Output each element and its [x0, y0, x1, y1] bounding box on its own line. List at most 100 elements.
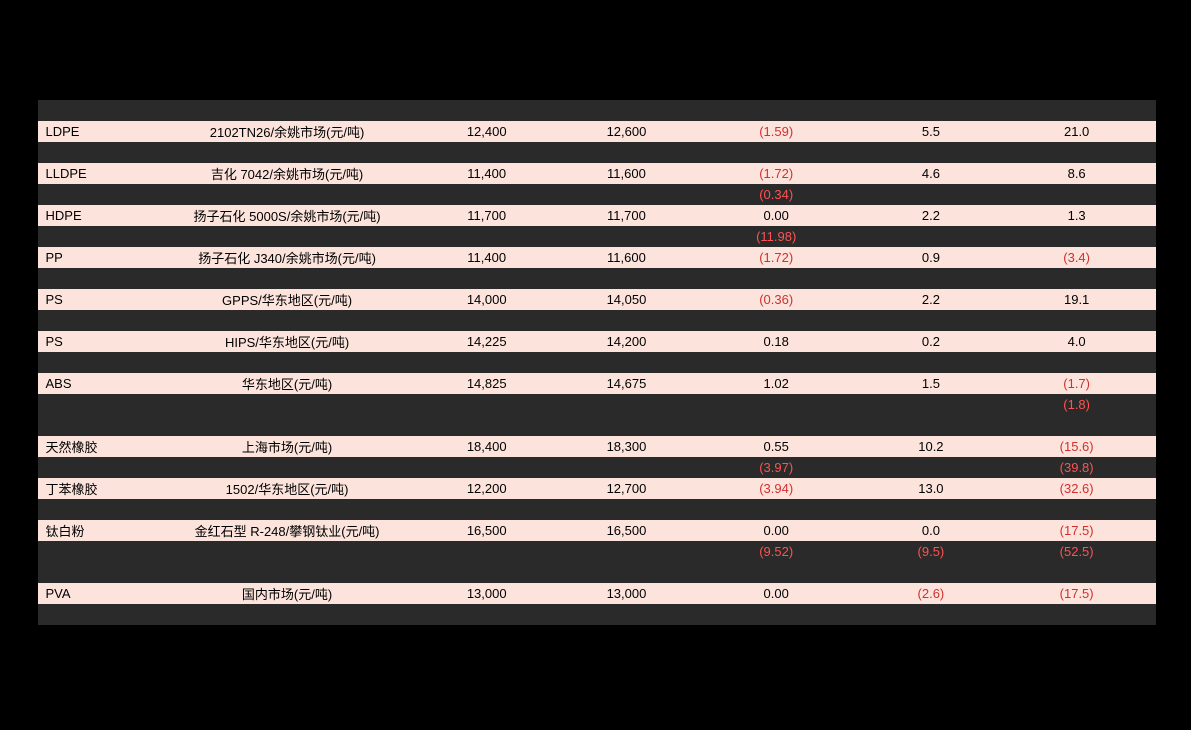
table-cell: 13,000 — [557, 586, 697, 601]
table-row: ABS华东地区(元/吨)14,82514,6751.021.5(1.7) — [38, 373, 1156, 394]
table-cell: 10.2 — [856, 439, 1006, 454]
table-cell: LDPE — [38, 124, 158, 139]
table-cell: ABS — [38, 376, 158, 391]
table-cell: (3.97) — [696, 460, 856, 475]
table-cell: 18,300 — [557, 439, 697, 454]
table-row: 天然橡胶上海市场(元/吨)18,40018,3000.5510.2(15.6) — [38, 436, 1156, 457]
table-cell: 1.02 — [696, 376, 856, 391]
table-cell: 0.55 — [696, 439, 856, 454]
table-cell: LLDPE — [38, 166, 158, 181]
table-cell: PVA — [38, 586, 158, 601]
table-row: 丁苯橡胶1502/华东地区(元/吨)12,20012,700(3.94)13.0… — [38, 478, 1156, 499]
price-table: LDPE2102TN26/余姚市场(元/吨)12,40012,600(1.59)… — [36, 100, 1156, 625]
table-row — [38, 310, 1156, 331]
table-cell: (2.6) — [856, 586, 1006, 601]
table-cell: 4.6 — [856, 166, 1006, 181]
table-cell: (3.94) — [696, 481, 856, 496]
table-cell: (1.59) — [696, 124, 856, 139]
table-row — [38, 142, 1156, 163]
table-cell: 4.0 — [1006, 334, 1156, 349]
table-row — [38, 562, 1156, 583]
table-cell: 19.1 — [1006, 292, 1156, 307]
table-cell: 2.2 — [856, 292, 1006, 307]
table-cell: PP — [38, 250, 158, 265]
table-row: (1.8) — [38, 394, 1156, 415]
table-cell: 2102TN26/余姚市场(元/吨) — [157, 122, 417, 141]
table-cell: 1.3 — [1006, 208, 1156, 223]
table-row — [38, 268, 1156, 289]
table-cell: 金红石型 R-248/攀钢钛业(元/吨) — [157, 521, 417, 540]
table-row — [38, 415, 1156, 436]
table-cell: 8.6 — [1006, 166, 1156, 181]
table-row — [38, 352, 1156, 373]
table-row — [38, 499, 1156, 520]
table-row: PSHIPS/华东地区(元/吨)14,22514,2000.180.24.0 — [38, 331, 1156, 352]
table-cell: 国内市场(元/吨) — [157, 584, 417, 603]
table-row — [38, 604, 1156, 625]
table-cell: GPPS/华东地区(元/吨) — [157, 290, 417, 309]
table-cell: 11,600 — [557, 166, 697, 181]
table-cell: 天然橡胶 — [38, 437, 158, 456]
table-cell: 华东地区(元/吨) — [157, 374, 417, 393]
table-row: HDPE扬子石化 5000S/余姚市场(元/吨)11,70011,7000.00… — [38, 205, 1156, 226]
table-cell: 14,200 — [557, 334, 697, 349]
table-cell: 21.0 — [1006, 124, 1156, 139]
table-cell: (17.5) — [1006, 586, 1156, 601]
table-cell: 18,400 — [417, 439, 557, 454]
table-row: PP扬子石化 J340/余姚市场(元/吨)11,40011,600(1.72)0… — [38, 247, 1156, 268]
table-cell: 11,400 — [417, 250, 557, 265]
table-cell: (11.98) — [696, 229, 856, 244]
table-cell: 14,225 — [417, 334, 557, 349]
table-cell: (3.4) — [1006, 250, 1156, 265]
table-cell: HDPE — [38, 208, 158, 223]
table-cell: (52.5) — [1006, 544, 1156, 559]
table-cell: 14,050 — [557, 292, 697, 307]
table-cell: 吉化 7042/余姚市场(元/吨) — [157, 164, 417, 183]
table-cell: (1.72) — [696, 166, 856, 181]
table-cell: HIPS/华东地区(元/吨) — [157, 332, 417, 351]
table-cell: 上海市场(元/吨) — [157, 437, 417, 456]
table-cell: (9.5) — [856, 544, 1006, 559]
table-cell: 0.18 — [696, 334, 856, 349]
table-cell: PS — [38, 334, 158, 349]
table-cell: 0.00 — [696, 208, 856, 223]
table-cell: 12,400 — [417, 124, 557, 139]
table-row: (11.98) — [38, 226, 1156, 247]
table-cell: 16,500 — [557, 523, 697, 538]
table-cell: (15.6) — [1006, 439, 1156, 454]
table-cell: 扬子石化 5000S/余姚市场(元/吨) — [157, 206, 417, 225]
table-cell: 1.5 — [856, 376, 1006, 391]
table-cell: (32.6) — [1006, 481, 1156, 496]
table-cell: 11,600 — [557, 250, 697, 265]
table-cell: 0.9 — [856, 250, 1006, 265]
table-cell: 0.2 — [856, 334, 1006, 349]
table-cell: 13,000 — [417, 586, 557, 601]
table-row: LDPE2102TN26/余姚市场(元/吨)12,40012,600(1.59)… — [38, 121, 1156, 142]
table-cell: 丁苯橡胶 — [38, 479, 158, 498]
table-cell: 0.0 — [856, 523, 1006, 538]
table-cell: 12,700 — [557, 481, 697, 496]
table-cell: 0.00 — [696, 586, 856, 601]
table-cell: 14,675 — [557, 376, 697, 391]
table-row: PSGPPS/华东地区(元/吨)14,00014,050(0.36)2.219.… — [38, 289, 1156, 310]
table-cell: 5.5 — [856, 124, 1006, 139]
table-row: (0.34) — [38, 184, 1156, 205]
table-cell: (1.8) — [1006, 397, 1156, 412]
table-cell: (1.72) — [696, 250, 856, 265]
table-cell: PS — [38, 292, 158, 307]
table-cell: (17.5) — [1006, 523, 1156, 538]
table-cell: 14,825 — [417, 376, 557, 391]
table-cell: 12,200 — [417, 481, 557, 496]
table-cell: 钛白粉 — [38, 521, 158, 540]
table-row: (3.97) (39.8) — [38, 457, 1156, 478]
table-row: LLDPE吉化 7042/余姚市场(元/吨)11,40011,600(1.72)… — [38, 163, 1156, 184]
table-cell: 16,500 — [417, 523, 557, 538]
table-cell: 1502/华东地区(元/吨) — [157, 479, 417, 498]
table-cell: (1.7) — [1006, 376, 1156, 391]
table-cell: 扬子石化 J340/余姚市场(元/吨) — [157, 248, 417, 267]
table-cell: 11,400 — [417, 166, 557, 181]
table-cell: 11,700 — [417, 208, 557, 223]
table-cell: 13.0 — [856, 481, 1006, 496]
table-cell: (39.8) — [1006, 460, 1156, 475]
table-cell: 14,000 — [417, 292, 557, 307]
